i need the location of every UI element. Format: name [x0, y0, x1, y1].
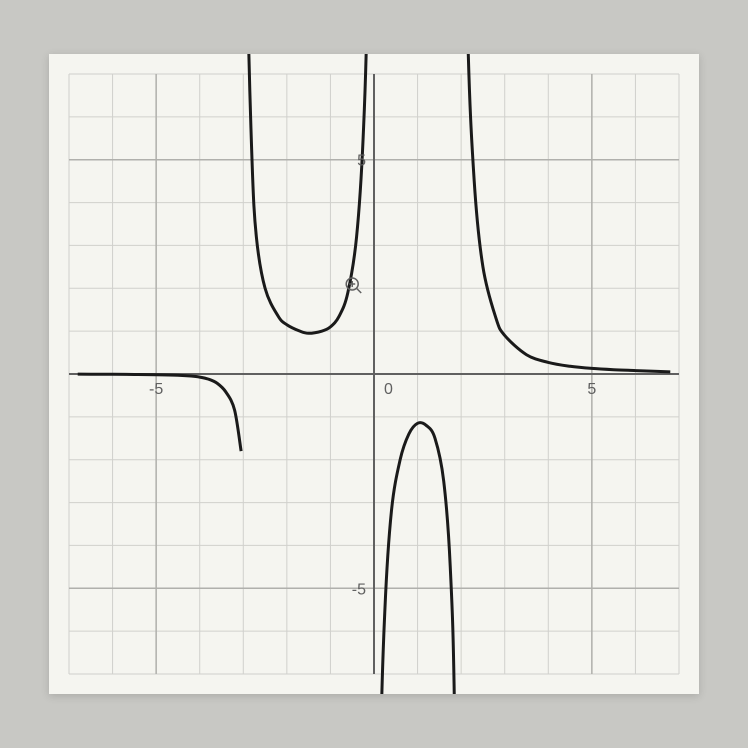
origin-label: 0 [384, 381, 393, 398]
x-label-pos: 5 [587, 381, 596, 398]
function-graph: -5 5 5 -5 0 [49, 54, 699, 694]
y-label-neg: -5 [352, 581, 366, 598]
graph-container: -5 5 5 -5 0 [49, 54, 699, 694]
y-label-pos: 5 [357, 153, 366, 170]
curve-right_branch [463, 54, 670, 372]
x-label-neg: -5 [149, 381, 163, 398]
curve-middle_upper [245, 54, 371, 333]
